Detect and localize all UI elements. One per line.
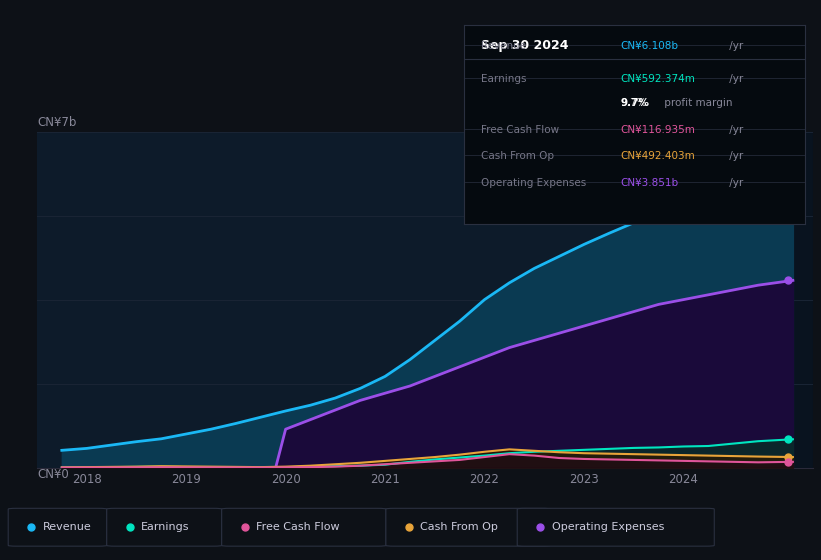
Text: Earnings: Earnings: [141, 522, 190, 532]
Text: CN¥592.374m: CN¥592.374m: [621, 74, 695, 84]
Text: Free Cash Flow: Free Cash Flow: [256, 522, 340, 532]
Text: Earnings: Earnings: [481, 74, 526, 84]
Text: /yr: /yr: [727, 74, 744, 84]
Text: profit margin: profit margin: [662, 97, 733, 108]
Text: CN¥7b: CN¥7b: [37, 116, 76, 129]
Text: Cash From Op: Cash From Op: [420, 522, 498, 532]
Text: 9.7%: 9.7%: [621, 97, 647, 108]
Text: CN¥116.935m: CN¥116.935m: [621, 124, 695, 134]
FancyBboxPatch shape: [517, 508, 714, 546]
Text: CN¥0: CN¥0: [37, 468, 69, 480]
Text: Revenue: Revenue: [43, 522, 91, 532]
Text: CN¥6.108b: CN¥6.108b: [621, 41, 679, 51]
FancyBboxPatch shape: [386, 508, 550, 546]
Bar: [733, 132, 813, 468]
Text: Cash From Op: Cash From Op: [481, 151, 554, 161]
Text: 9.7%: 9.7%: [621, 97, 649, 108]
Text: /yr: /yr: [727, 151, 744, 161]
Text: Operating Expenses: Operating Expenses: [481, 178, 586, 188]
Text: /yr: /yr: [727, 41, 744, 51]
Text: CN¥3.851b: CN¥3.851b: [621, 178, 679, 188]
Text: Revenue: Revenue: [481, 41, 526, 51]
Text: Sep 30 2024: Sep 30 2024: [481, 39, 568, 52]
Text: /yr: /yr: [727, 178, 744, 188]
Text: Free Cash Flow: Free Cash Flow: [481, 124, 559, 134]
Text: /yr: /yr: [727, 124, 744, 134]
FancyBboxPatch shape: [222, 508, 386, 546]
FancyBboxPatch shape: [8, 508, 107, 546]
Text: CN¥492.403m: CN¥492.403m: [621, 151, 695, 161]
FancyBboxPatch shape: [107, 508, 222, 546]
Text: Operating Expenses: Operating Expenses: [552, 522, 664, 532]
